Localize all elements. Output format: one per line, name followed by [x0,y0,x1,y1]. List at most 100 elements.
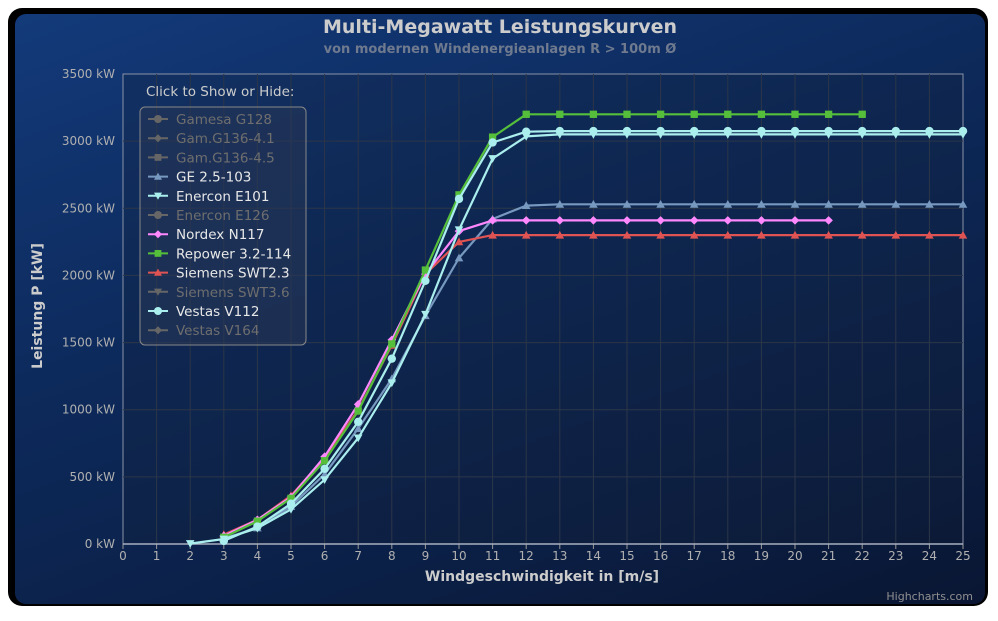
data-point [555,230,565,239]
data-point [689,199,699,208]
legend-label: Enercon E126 [176,208,269,224]
legend-label: Gam.G136-4.1 [176,131,275,147]
data-point [656,199,665,208]
y-tick-label: 2000 kW [62,268,115,282]
data-point [353,434,363,443]
x-tick-label: 18 [720,549,735,563]
data-point [925,126,934,136]
data-point [623,110,631,118]
data-point [387,354,396,363]
legend-item-vestas-v164[interactable]: Vestas V164 [148,323,259,339]
x-axis-title: Windgeschwindigkeit in [m/s] [425,569,659,585]
legend-item-nordex-n117[interactable]: Nordex N117 [148,227,264,243]
data-point [824,199,833,208]
legend-symbol-marker [154,192,162,200]
legend-item-gam-g136-4-5[interactable]: Gam.G136-4.5 [148,150,275,166]
data-point [958,126,968,136]
legend-item-enercon-e126[interactable]: Enercon E126 [148,208,269,224]
data-point [656,230,665,239]
data-point [185,540,195,548]
axes: 0 1 2 3 4 5 6 7 8 9 10 11 12 13 14 15 16 17 18 19 20 21 22 23 24… [62,67,971,563]
data-point [353,424,363,432]
data-point [790,230,800,239]
data-point [454,226,464,235]
data-point [555,216,565,225]
data-point [421,276,430,285]
series-vestas-v112 [219,126,968,546]
data-point [354,407,362,415]
x-tick-label: 2 [186,549,194,563]
data-point [925,230,934,239]
legend-label: Vestas V112 [176,304,259,320]
data-point [689,230,699,239]
x-tick-label: 23 [888,549,903,563]
legend-item-gam-g136-4-1[interactable]: Gam.G136-4.1 [148,131,275,147]
legend-item-siemens-swt2-3[interactable]: Siemens SWT2.3 [148,266,290,282]
data-point [421,266,430,274]
data-point [589,126,598,136]
x-tick-label: 0 [119,549,127,563]
x-tick-label: 5 [287,549,295,563]
legend-item-vestas-v112[interactable]: Vestas V112 [148,304,259,320]
legend-item-gamesa-g128[interactable]: Gamesa G128 [148,112,272,128]
data-point [320,476,329,484]
legend-item-siemens-swt3-6[interactable]: Siemens SWT3.6 [148,285,290,301]
data-point [723,230,733,239]
legend-symbol-marker [154,115,162,123]
data-point [387,379,397,388]
y-axis-title: Leistung P [kW] [30,243,46,369]
x-tick-label: 6 [321,549,329,563]
x-tick-label: 7 [354,549,362,563]
legend-symbol-marker [154,288,162,296]
data-point [958,230,968,239]
credits-link[interactable]: Highcharts.com [886,590,973,603]
data-point [454,194,464,204]
legend-label: Enercon E101 [176,189,269,205]
legend-symbol-marker [154,154,162,161]
data-point [555,199,565,208]
data-point [488,155,497,163]
data-point [454,237,464,246]
data-point [253,522,262,531]
data-point [521,201,531,210]
x-tick-label: 3 [220,549,228,563]
data-point [925,199,934,208]
x-tick-label: 4 [254,549,262,563]
chart-panel: 0 1 2 3 4 5 6 7 8 9 10 11 12 13 14 15 16 17 18 19 20 21 22 23 24… [15,14,985,604]
x-tick-label: 17 [687,549,702,563]
legend-symbol-marker [154,172,162,180]
data-point [253,517,262,525]
data-point [622,216,632,225]
data-point [388,340,396,348]
data-point [723,126,732,136]
legend-item-ge-2-5-103[interactable]: GE 2.5-103 [148,170,251,186]
legend-symbol-marker [154,211,162,219]
data-point [421,310,430,319]
legend-label: Siemens SWT2.3 [176,266,290,282]
data-point [219,536,228,546]
legend-symbol-marker [154,230,162,239]
x-tick-label: 14 [586,549,601,563]
legend-symbol-marker [154,326,162,335]
data-point [555,126,564,136]
data-point [488,133,497,141]
data-point [320,464,329,473]
data-point [824,110,833,118]
data-point [522,127,531,136]
legend-label: GE 2.5-103 [176,170,251,186]
data-point [757,216,766,225]
data-point [790,126,800,136]
legend-title: Click to Show or Hide: [146,84,294,100]
x-tick-label: 16 [653,549,668,563]
legend-item-enercon-e101[interactable]: Enercon E101 [148,189,269,205]
data-point [824,230,833,239]
x-tick-label: 9 [422,549,430,563]
data-point [522,110,530,118]
chart-title: Multi-Megawatt Leistungskurven [323,16,677,38]
legend-item-repower-3-2-114[interactable]: Repower 3.2-114 [148,246,291,262]
series-line [223,113,863,539]
data-point [589,110,598,118]
data-point [287,494,295,502]
legend: Click to Show or Hide: Gamesa G128 Gam.G1… [139,84,307,346]
data-point [891,126,900,136]
